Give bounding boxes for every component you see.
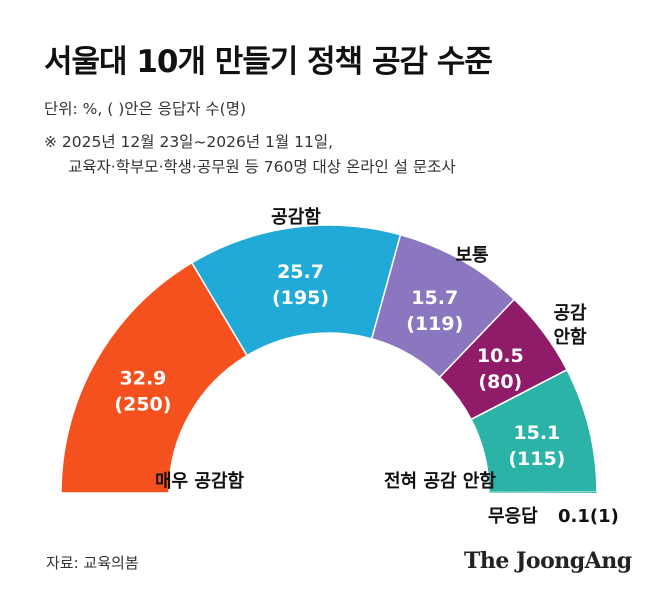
brand-logo: The JoongAng — [464, 548, 632, 574]
segment-strongly-disagree — [470, 368, 598, 494]
value-label-no-answer: 0.1(1) — [558, 506, 619, 527]
value-label-strongly-disagree: 15.1 — [513, 422, 560, 444]
category-label-no-answer: 무응답 — [488, 506, 538, 527]
category-label-neutral: 보통 — [455, 245, 488, 266]
value-label-disagree: 10.5 — [477, 345, 524, 367]
count-label-agree: (195) — [272, 287, 329, 309]
value-label-very-agree: 32.9 — [120, 367, 167, 389]
count-label-very-agree: (250) — [114, 393, 171, 415]
source-note: 자료: 교육의봄 — [46, 554, 139, 572]
survey-note-line1: ※ 2025년 12월 23일~2026년 1월 11일, — [44, 133, 334, 151]
count-label-neutral: (119) — [406, 313, 463, 335]
unit-note: 단위: %, ( )안은 응답자 수(명) — [44, 100, 247, 118]
segment-no-answer — [488, 492, 597, 493]
category-label-agree: 공감함 — [271, 206, 321, 228]
count-label-strongly-disagree: (115) — [508, 448, 565, 470]
category-label-very-agree: 매우 공감함 — [155, 470, 245, 492]
count-label-disagree: (80) — [478, 371, 522, 393]
chart-title: 서울대 10개 만들기 정책 공감 수준 — [44, 44, 493, 80]
chart-value-labels: 32.9 (250) 25.7 (195) 15.7 (119) 10.5 (80) 15.1 (… — [114, 261, 565, 470]
category-label-disagree-line2: 안함 — [553, 326, 587, 348]
survey-note: ※ 2025년 12월 23일~2026년 1월 11일, 교육자·학부모·학생… — [44, 130, 456, 180]
category-label-strongly-disagree: 전혀 공감 안함 — [384, 470, 496, 492]
chart-segments — [60, 224, 598, 494]
value-label-neutral: 15.7 — [411, 287, 458, 309]
value-label-agree: 25.7 — [277, 261, 324, 283]
survey-note-line2: 교육자·학부모·학생·공무원 등 760명 대상 온라인 설 문조사 — [68, 158, 456, 176]
category-label-disagree-line1: 공감 — [553, 303, 587, 324]
segment-very-agree — [60, 261, 249, 494]
